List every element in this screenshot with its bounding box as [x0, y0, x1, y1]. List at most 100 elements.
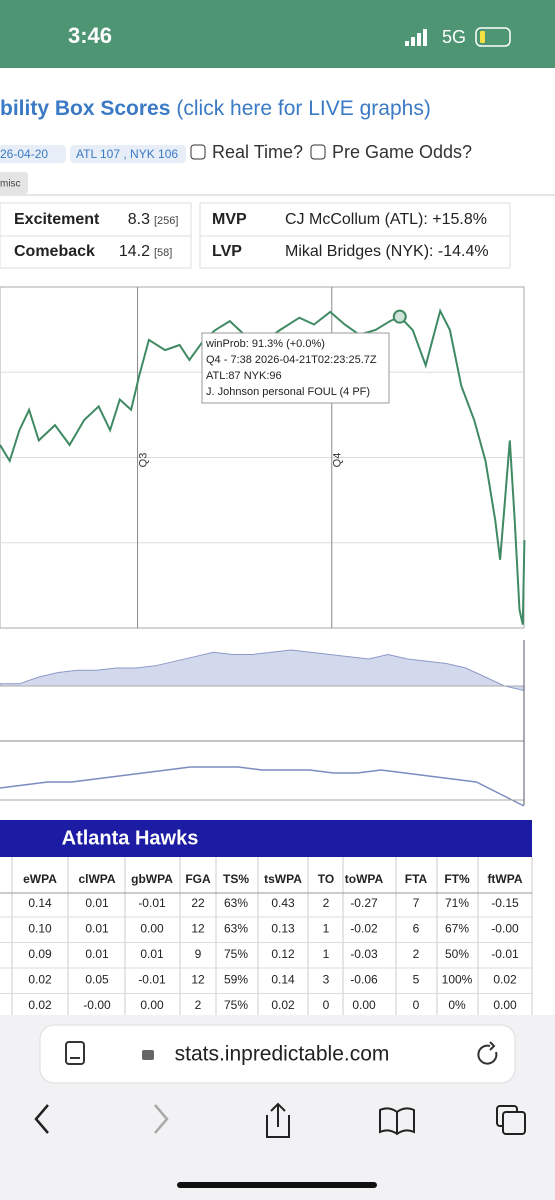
summary-rank: [58] — [154, 247, 172, 259]
share-button[interactable] — [266, 1102, 290, 1138]
table-cell: 0.00 — [352, 998, 376, 1012]
back-button[interactable] — [34, 1104, 49, 1134]
clock: 3:46 — [68, 23, 112, 48]
pre-game-checkbox[interactable] — [310, 144, 326, 160]
table-cell: 59% — [224, 973, 248, 987]
table-cell: 12 — [191, 973, 205, 987]
real-time-checkbox[interactable] — [190, 144, 206, 160]
player-label: LVP — [212, 243, 242, 260]
table-cell: 0.02 — [28, 998, 52, 1012]
pre-game-label: Pre Game Odds? — [332, 142, 472, 162]
tabs-button[interactable] — [496, 1105, 526, 1135]
table-cell: -0.27 — [350, 896, 378, 910]
sub-line — [0, 766, 525, 807]
misc-tab-label: misc — [0, 179, 21, 190]
table-cell: 0.09 — [28, 947, 52, 961]
reader-icon[interactable] — [65, 1041, 85, 1065]
table-cell: 22 — [191, 896, 205, 910]
table-cell: 100% — [442, 973, 473, 987]
table-cell: 0 — [323, 998, 330, 1012]
column-header: ftWPA — [487, 872, 522, 886]
table-cell: 0.02 — [271, 998, 295, 1012]
quarter-label: Q3 — [137, 453, 149, 468]
page-title: bility Box Scores (click here for LIVE gr… — [0, 97, 431, 120]
stats-table: eWPA clWPA gbWPA FGA TS% tsWPA TO toWPA FTA FT% ft… — [0, 857, 533, 1020]
status-bar — [0, 0, 555, 68]
table-cell: 0.13 — [271, 922, 295, 936]
summary — [0, 202, 511, 269]
game-select[interactable] — [70, 145, 186, 163]
table-cell: 75% — [224, 947, 248, 961]
live-link[interactable]: (click here for LIVE graphs) — [176, 97, 430, 120]
summary-label: Excitement — [14, 211, 100, 228]
tooltip — [201, 332, 390, 404]
table-cell: 7 — [413, 896, 420, 910]
column-header: clWPA — [78, 872, 115, 886]
table-cell: 50% — [445, 947, 469, 961]
table-cell: -0.01 — [491, 947, 519, 961]
table-cell: 0.12 — [271, 947, 295, 961]
table-cell: -0.00 — [491, 922, 519, 936]
table-cell: 0.00 — [493, 998, 517, 1012]
quarter-label: Q4 — [332, 453, 344, 468]
tooltip-line: J. Johnson personal FOUL (4 PF) — [206, 386, 370, 398]
misc-tab[interactable] — [0, 172, 28, 194]
table-cell: 0.00 — [140, 998, 164, 1012]
table-cell: -0.01 — [138, 973, 166, 987]
table-cell: 0.43 — [271, 896, 295, 910]
table-cell: 9 — [195, 947, 202, 961]
column-header: FT% — [444, 872, 470, 886]
column-header: TS% — [223, 872, 249, 886]
table-cell: 0.10 — [28, 922, 52, 936]
summary-label: Comeback — [14, 243, 95, 260]
table-cell: 0.05 — [85, 973, 109, 987]
table-cell: 0.01 — [85, 922, 109, 936]
table-cell: 0.01 — [140, 947, 164, 961]
tooltip-line: ATL:87 NYK:96 — [206, 370, 282, 382]
forward-button[interactable] — [154, 1104, 169, 1134]
column-header: toWPA — [345, 872, 384, 886]
table-cell: 2 — [413, 947, 420, 961]
table-cell: 0.01 — [85, 947, 109, 961]
table-cell: 63% — [224, 922, 248, 936]
tooltip-line: Q4 - 7:38 2026-04-21T02:23:25.7Z — [206, 354, 377, 366]
lock-icon — [142, 1050, 154, 1060]
home-indicator — [177, 1182, 377, 1188]
reload-icon[interactable] — [477, 1041, 498, 1065]
summary-value: 14.2 — [119, 243, 150, 260]
table-cell: 0.01 — [85, 896, 109, 910]
table-cell: 71% — [445, 896, 469, 910]
table-cell: 0 — [413, 998, 420, 1012]
sub-area — [0, 649, 525, 692]
player-value: CJ McCollum (ATL): +15.8% — [285, 211, 487, 228]
table-cell: 5 — [413, 973, 420, 987]
url-bar[interactable] — [39, 1024, 516, 1084]
real-time-label: Real Time? — [212, 142, 303, 162]
table-cell: 0.14 — [271, 973, 295, 987]
table-cell: 2 — [323, 896, 330, 910]
table-cell: 0.14 — [28, 896, 52, 910]
player-value: Mikal Bridges (NYK): -14.4% — [285, 243, 489, 260]
table-cell: 12 — [191, 922, 205, 936]
table-cell: 63% — [224, 896, 248, 910]
date-select[interactable] — [0, 145, 66, 163]
table-cell: 1 — [323, 947, 330, 961]
signal — [405, 29, 427, 46]
team-name: Atlanta Hawks — [62, 827, 199, 849]
chart: Q3 Q4 winProb: 91.3% (+0.0%) Q4 - 7:38 2026… — [0, 287, 526, 807]
table-cell: 0.02 — [493, 973, 517, 987]
table-cell: 0% — [448, 998, 466, 1012]
player-label: MVP — [212, 211, 247, 228]
battery-level — [480, 31, 485, 43]
team-bar — [0, 820, 532, 857]
table-cell: -0.01 — [138, 896, 166, 910]
table-cell: -0.15 — [491, 896, 519, 910]
table-cell: -0.02 — [350, 922, 378, 936]
column-header: FTA — [405, 872, 428, 886]
summary-value: 8.3 — [128, 211, 150, 228]
table-cell: -0.03 — [350, 947, 378, 961]
battery — [475, 27, 511, 47]
bookmarks-button[interactable] — [379, 1107, 415, 1136]
